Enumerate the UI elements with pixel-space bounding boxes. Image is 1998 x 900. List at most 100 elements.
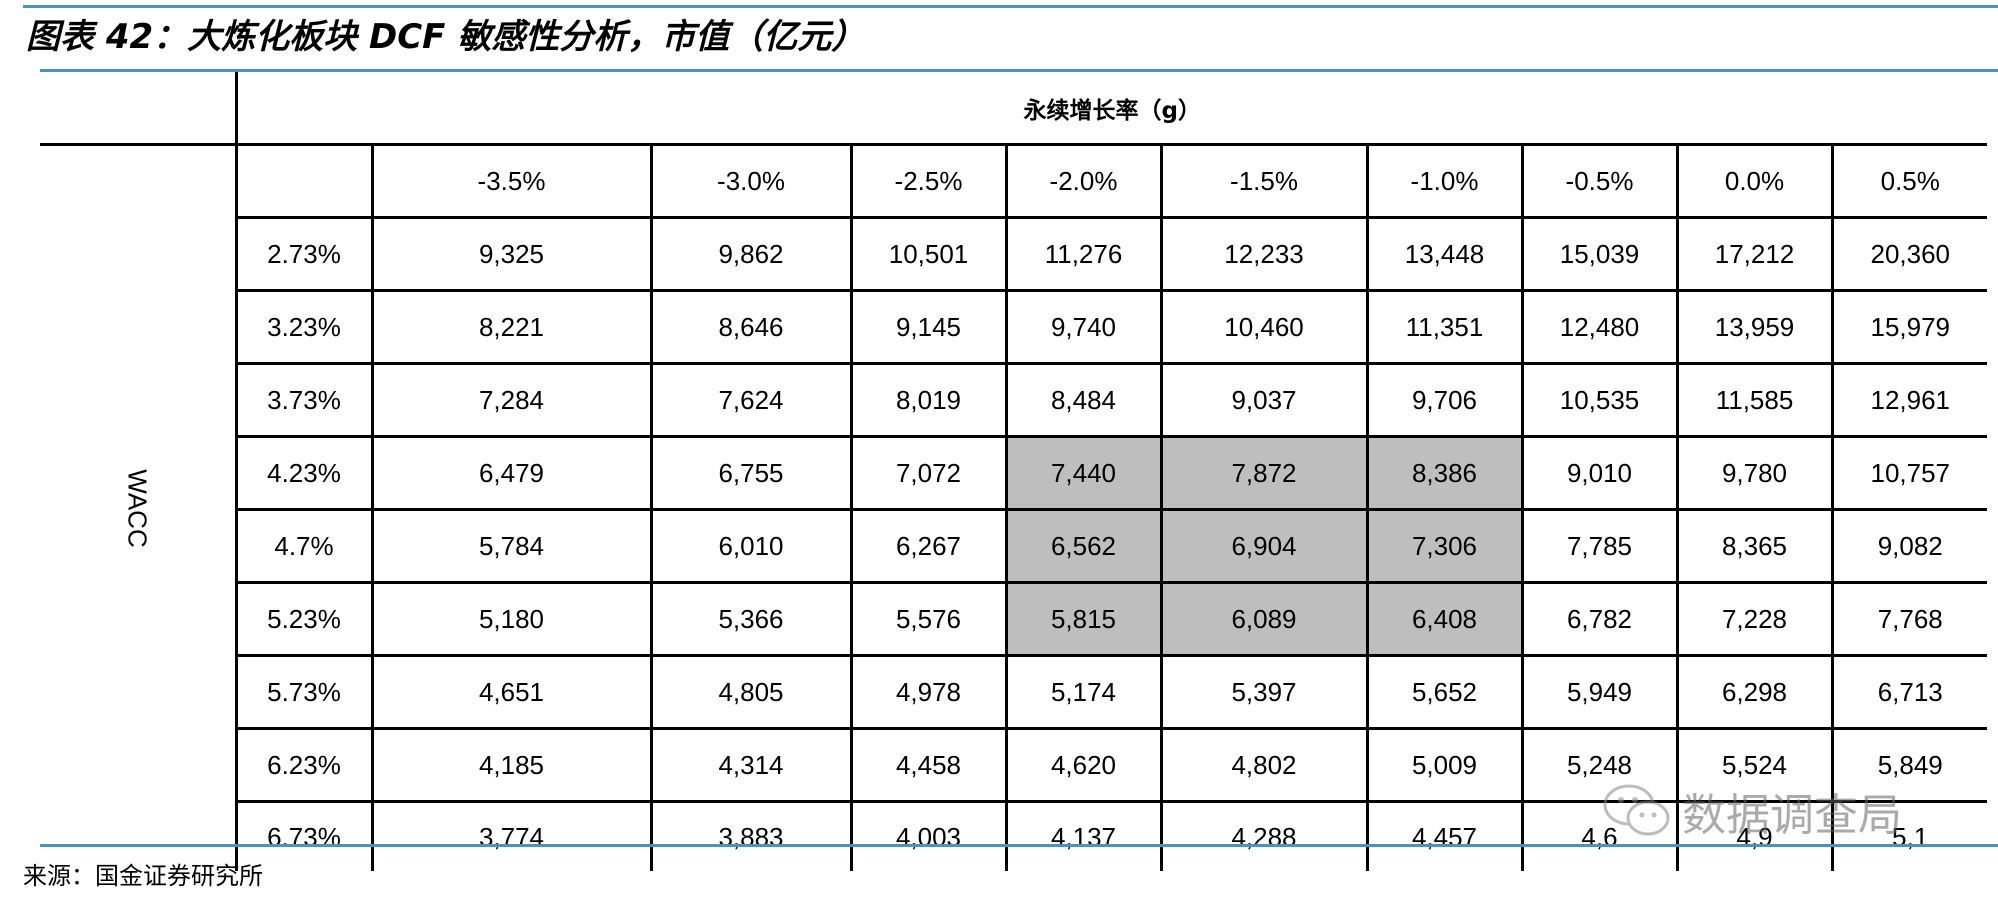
source-note: 来源：国金证券研究所 [23,862,263,890]
wacc-value: 5.23% [234,582,372,657]
wacc-label: WACC [122,469,153,548]
value-cell: 7,072 [849,436,1006,511]
column-header: 0.0% [1675,144,1832,219]
value-cell: 9,706 [1365,363,1522,438]
value-cell: 9,145 [849,290,1006,365]
value-cell: 5,366 [649,582,851,657]
table-row: 3.23% 8,221 8,646 9,145 9,740 10,460 11,351 12,… [40,290,1987,365]
value-cell: 4,651 [370,655,651,730]
value-cell: 10,501 [849,217,1006,292]
top-rule [23,5,1998,8]
value-cell: 12,233 [1159,217,1367,292]
value-cell: 5,009 [1365,728,1522,803]
value-cell: 11,585 [1675,363,1832,438]
table-row: 4.23% 6,479 6,755 7,072 7,440 7,872 8,386 9,010… [40,436,1987,511]
value-cell: 4,805 [649,655,851,730]
value-cell: 6,089 [1159,582,1367,657]
value-cell: 9,082 [1830,509,1987,584]
table-row: 5.73% 4,651 4,805 4,978 5,174 5,397 5,652 5,949… [40,655,1987,730]
column-header: -3.0% [649,144,851,219]
value-cell: 11,276 [1004,217,1161,292]
value-cell: 6,713 [1830,655,1987,730]
sensitivity-table: 永续增长率（g） WACC -3.5% -3.0% -2.5% -2.0% -1.5% -1… [40,72,1987,871]
value-cell: 7,284 [370,363,651,438]
value-cell: 5,652 [1365,655,1522,730]
value-cell: 6,782 [1520,582,1677,657]
value-cell: 4,003 [849,801,1006,871]
value-cell: 4,137 [1004,801,1161,871]
value-cell: 13,959 [1675,290,1832,365]
value-cell: 5,397 [1159,655,1367,730]
value-cell: 4,457 [1365,801,1522,871]
wacc-value: 3.23% [234,290,372,365]
wacc-value: 2.73% [234,217,372,292]
value-cell: 5,524 [1675,728,1832,803]
value-cell: 9,862 [649,217,851,292]
value-cell: 12,961 [1830,363,1987,438]
value-cell: 15,039 [1520,217,1677,292]
value-cell: 5,248 [1520,728,1677,803]
value-cell: 8,386 [1365,436,1522,511]
value-cell: 5,784 [370,509,651,584]
value-cell: 8,019 [849,363,1006,438]
value-cell: 17,212 [1675,217,1832,292]
column-header: -2.5% [849,144,1006,219]
table-row: 6.73% 3,774 3,883 4,003 4,137 4,288 4,457 4,6 4,… [40,801,1987,871]
value-cell: 9,740 [1004,290,1161,365]
value-cell: 12,480 [1520,290,1677,365]
column-header: -3.5% [370,144,651,219]
value-cell: 4,288 [1159,801,1367,871]
value-cell: 4,6 [1520,801,1677,871]
column-header: -0.5% [1520,144,1677,219]
table-row: 2.73% 9,325 9,862 10,501 11,276 12,233 13,448 1… [40,217,1987,292]
growth-rate-header: 永续增长率（g） [234,72,1987,146]
wacc-value: 3.73% [234,363,372,438]
value-cell: 6,010 [649,509,851,584]
value-cell: 5,174 [1004,655,1161,730]
value-cell: 6,408 [1365,582,1522,657]
value-cell: 5,849 [1830,728,1987,803]
column-header: 0.5% [1830,144,1987,219]
value-cell: 20,360 [1830,217,1987,292]
table-row: 3.73% 7,284 7,624 8,019 8,484 9,037 9,706 10,53… [40,363,1987,438]
value-cell: 5,949 [1520,655,1677,730]
value-cell: 9,325 [370,217,651,292]
value-cell: 9,010 [1520,436,1677,511]
table-row: 6.23% 4,185 4,314 4,458 4,620 4,802 5,009 5,248… [40,728,1987,803]
footer-rule [40,844,1998,847]
header-blank-cell [234,144,372,219]
value-cell: 7,306 [1365,509,1522,584]
value-cell: 4,620 [1004,728,1161,803]
value-cell: 10,757 [1830,436,1987,511]
value-cell: 7,440 [1004,436,1161,511]
wacc-value: 5.73% [234,655,372,730]
value-cell: 4,802 [1159,728,1367,803]
value-cell: 7,624 [649,363,851,438]
value-cell: 6,755 [649,436,851,511]
value-cell: 8,221 [370,290,651,365]
value-cell: 4,9 [1675,801,1832,871]
value-cell: 5,576 [849,582,1006,657]
value-cell: 7,768 [1830,582,1987,657]
wacc-axis: WACC [40,145,236,872]
value-cell: 10,535 [1520,363,1677,438]
value-cell: 4,978 [849,655,1006,730]
value-cell: 3,883 [649,801,851,871]
value-cell: 4,314 [649,728,851,803]
value-cell: 5,1 [1830,801,1987,871]
value-cell: 7,228 [1675,582,1832,657]
value-cell: 9,780 [1675,436,1832,511]
value-cell: 10,460 [1159,290,1367,365]
value-cell: 15,979 [1830,290,1987,365]
value-cell: 4,458 [849,728,1006,803]
value-cell: 7,872 [1159,436,1367,511]
value-cell: 8,484 [1004,363,1161,438]
table-row: 4.7% 5,784 6,010 6,267 6,562 6,904 7,306 7,785 8… [40,509,1987,584]
header-rule [40,69,1998,72]
value-cell: 8,646 [649,290,851,365]
column-header: -1.0% [1365,144,1522,219]
value-cell: 6,267 [849,509,1006,584]
figure-title: 图表 42：大炼化板块 DCF 敏感性分析，市值（亿元） [26,17,866,57]
wacc-value: 4.7% [234,509,372,584]
table-corner [40,72,236,146]
